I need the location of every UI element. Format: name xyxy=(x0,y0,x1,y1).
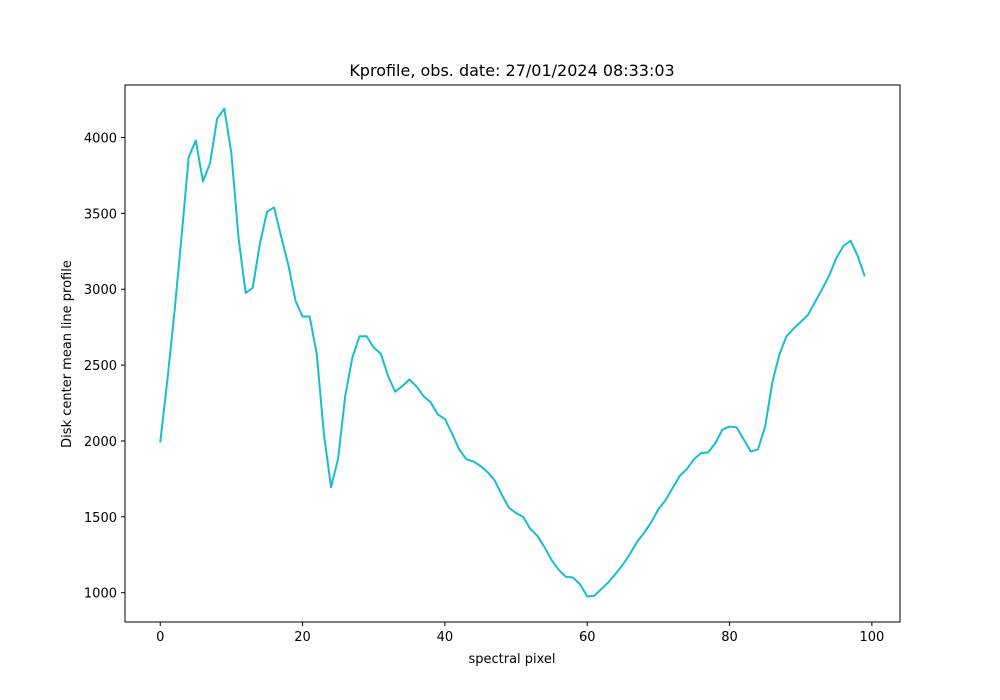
data-line xyxy=(159,107,866,598)
y-tick-label: 2000 xyxy=(84,435,117,450)
x-tick-label: 80 xyxy=(721,630,738,645)
x-tick-label: 40 xyxy=(437,630,454,645)
y-tick-label: 4000 xyxy=(84,132,117,147)
plot-frame xyxy=(124,84,901,623)
x-tick-label: 100 xyxy=(859,630,884,645)
x-axis-label: spectral pixel xyxy=(468,652,555,667)
y-tick-label: 3000 xyxy=(84,283,117,298)
chart-title: Kprofile, obs. date: 27/01/2024 08:33:03 xyxy=(349,61,674,80)
y-tick-label: 1500 xyxy=(84,511,117,526)
y-tick-label: 3500 xyxy=(84,207,117,222)
y-tick-label: 1000 xyxy=(84,587,117,602)
y-axis-label: Disk center mean line profile xyxy=(60,260,75,448)
x-tick-label: 60 xyxy=(579,630,596,645)
x-tick-label: 0 xyxy=(156,630,164,645)
x-tick-label: 20 xyxy=(294,630,311,645)
y-tick-label: 2500 xyxy=(84,359,117,374)
